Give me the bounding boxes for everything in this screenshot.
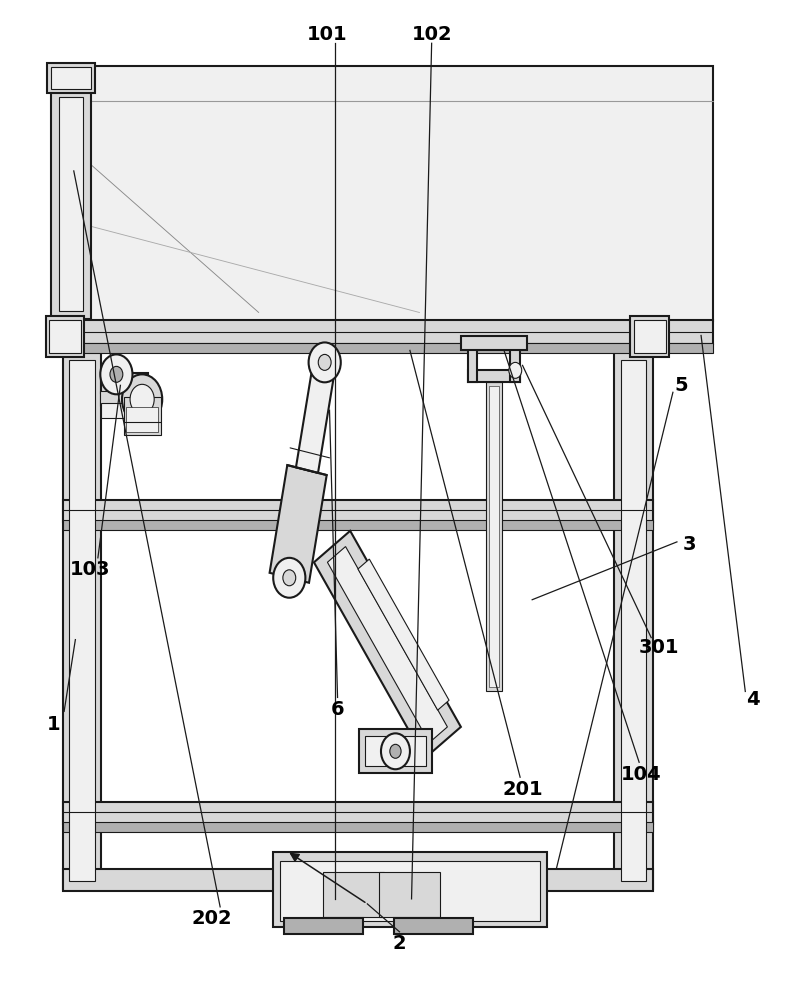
Text: 102: 102 xyxy=(412,25,452,44)
Circle shape xyxy=(509,362,521,378)
Bar xyxy=(614,352,653,889)
Bar xyxy=(62,500,653,522)
Text: 3: 3 xyxy=(682,535,696,554)
Text: 2: 2 xyxy=(393,934,406,953)
Bar xyxy=(52,67,91,89)
Bar xyxy=(511,340,521,382)
Bar xyxy=(52,89,91,319)
Bar xyxy=(323,872,384,917)
Bar xyxy=(379,872,441,917)
Polygon shape xyxy=(314,531,461,758)
Circle shape xyxy=(130,384,154,414)
Bar xyxy=(486,382,502,691)
Bar xyxy=(62,822,653,832)
Circle shape xyxy=(100,354,132,394)
Bar xyxy=(621,360,646,881)
Bar xyxy=(52,343,713,353)
Bar xyxy=(49,320,81,353)
Text: 6: 6 xyxy=(331,700,345,719)
Bar xyxy=(62,520,653,530)
Circle shape xyxy=(308,342,341,382)
Text: 101: 101 xyxy=(307,25,347,44)
Polygon shape xyxy=(328,547,447,743)
Text: 4: 4 xyxy=(746,690,760,709)
Circle shape xyxy=(283,570,295,586)
Text: 202: 202 xyxy=(192,909,232,928)
Circle shape xyxy=(122,374,162,424)
Bar xyxy=(59,97,83,311)
Circle shape xyxy=(381,733,410,769)
Bar xyxy=(468,370,521,382)
Bar xyxy=(468,340,478,382)
Bar xyxy=(489,386,499,687)
Bar xyxy=(101,373,148,393)
Circle shape xyxy=(274,558,305,598)
Text: 104: 104 xyxy=(621,765,661,784)
Bar xyxy=(62,802,653,824)
Bar xyxy=(630,316,669,357)
Bar xyxy=(126,407,158,432)
Circle shape xyxy=(390,744,401,758)
Circle shape xyxy=(110,366,123,382)
Bar xyxy=(62,352,101,889)
Text: 201: 201 xyxy=(502,780,543,799)
Bar xyxy=(46,316,84,357)
Bar xyxy=(394,918,473,934)
Bar xyxy=(280,861,540,921)
Bar xyxy=(285,918,363,934)
Bar xyxy=(274,852,546,927)
Bar xyxy=(359,729,432,773)
Polygon shape xyxy=(296,360,336,473)
Bar xyxy=(633,320,666,353)
Circle shape xyxy=(318,354,331,370)
Polygon shape xyxy=(270,465,327,583)
Bar xyxy=(52,320,713,344)
Bar xyxy=(365,736,426,766)
Bar xyxy=(123,397,161,435)
Polygon shape xyxy=(358,559,449,710)
Bar xyxy=(48,63,95,93)
Text: 1: 1 xyxy=(47,715,61,734)
Text: 5: 5 xyxy=(674,376,688,395)
Text: 103: 103 xyxy=(69,560,110,579)
Bar xyxy=(57,66,713,320)
Bar xyxy=(62,869,653,891)
Bar xyxy=(69,360,94,881)
Bar xyxy=(101,403,148,418)
Bar xyxy=(99,391,149,406)
Bar xyxy=(462,336,526,350)
Text: 301: 301 xyxy=(639,638,679,657)
